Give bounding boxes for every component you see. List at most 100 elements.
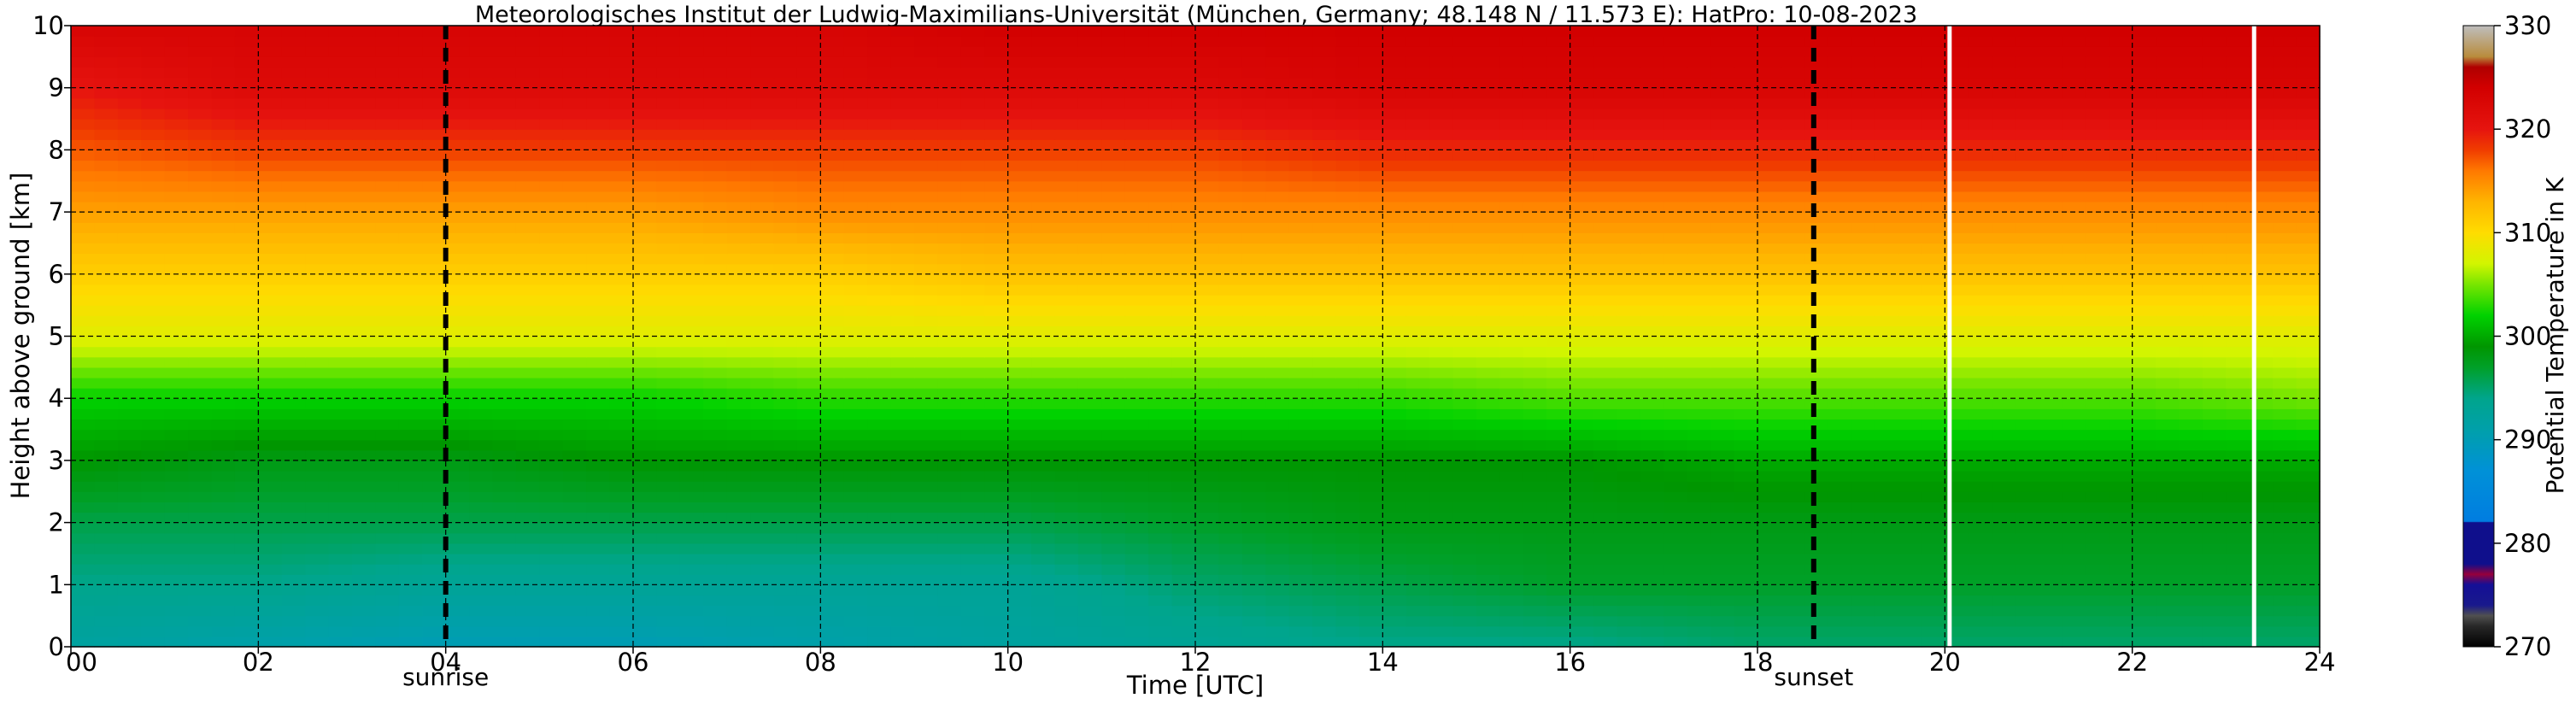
heatmap-cell <box>2179 460 2203 472</box>
heatmap-cell <box>1077 574 1102 585</box>
heatmap-cell <box>1077 595 1102 607</box>
heatmap-cell <box>1195 139 1220 150</box>
heatmap-cell <box>1195 481 1220 492</box>
heatmap-cell <box>679 605 704 617</box>
heatmap-cell <box>422 398 447 409</box>
heatmap-cell <box>398 564 423 575</box>
heatmap-cell <box>1875 388 1899 399</box>
heatmap-cell <box>117 419 142 431</box>
heatmap-cell <box>586 315 611 326</box>
heatmap-cell <box>1312 367 1337 378</box>
heatmap-cell <box>1476 150 1501 161</box>
heatmap-cell <box>1828 346 1852 358</box>
heatmap-cell <box>773 481 798 492</box>
heatmap-cell <box>1382 419 1407 431</box>
heatmap-cell <box>2085 388 2110 399</box>
heatmap-cell <box>117 346 142 358</box>
heatmap-cell <box>94 636 119 648</box>
heatmap-cell <box>1992 108 2016 120</box>
heatmap-cell <box>515 356 540 368</box>
heatmap-cell <box>2132 491 2156 502</box>
heatmap-cell <box>1828 522 1852 534</box>
heatmap-cell <box>1781 636 1805 648</box>
heatmap-cell <box>1921 532 1945 544</box>
heatmap-cell <box>984 160 1009 172</box>
heatmap-cell <box>2273 553 2297 565</box>
heatmap-cell <box>914 615 939 627</box>
heatmap-cell <box>71 222 96 233</box>
heatmap-cell <box>1077 460 1102 472</box>
heatmap-cell <box>281 367 306 378</box>
heatmap-cell <box>1523 584 1547 596</box>
heatmap-cell <box>726 408 751 420</box>
heatmap-cell <box>211 108 236 120</box>
heatmap-cell <box>469 481 494 492</box>
heatmap-cell <box>188 180 213 192</box>
heatmap-cell <box>1218 243 1243 255</box>
heatmap-cell <box>2132 605 2156 617</box>
heatmap-cell <box>1968 139 1992 150</box>
heatmap-cell <box>188 129 213 140</box>
heatmap-cell <box>1875 232 1899 244</box>
heatmap-cell <box>234 336 259 348</box>
heatmap-cell <box>2062 625 2086 637</box>
heatmap-cell <box>71 605 96 617</box>
heatmap-cell <box>539 150 564 161</box>
heatmap-cell <box>375 295 400 306</box>
heatmap-cell <box>1101 460 1126 472</box>
heatmap-cell <box>890 636 915 648</box>
heatmap-cell <box>1031 232 1056 244</box>
heatmap-cell <box>1335 522 1360 534</box>
heatmap-cell <box>328 253 353 265</box>
heatmap-cell <box>328 201 353 213</box>
heatmap-cell <box>890 212 915 223</box>
heatmap-cell <box>937 636 962 648</box>
heatmap-cell <box>1664 388 1688 399</box>
heatmap-cell <box>71 553 96 565</box>
heatmap-cell <box>1687 212 1711 223</box>
heatmap-cell <box>1664 429 1688 441</box>
heatmap-cell <box>71 326 96 337</box>
heatmap-cell <box>867 326 892 337</box>
heatmap-cell <box>492 273 517 285</box>
heatmap-cell <box>1921 222 1945 233</box>
heatmap-cell <box>141 346 166 358</box>
heatmap-cell <box>1570 625 1594 637</box>
heatmap-cell <box>1429 367 1454 378</box>
heatmap-cell <box>1968 398 1992 409</box>
heatmap-cell <box>773 180 798 192</box>
heatmap-cell <box>1124 315 1149 326</box>
heatmap-cell <box>1382 471 1407 482</box>
heatmap-cell <box>1523 481 1547 492</box>
heatmap-cell <box>1734 170 1758 182</box>
heatmap-cell <box>2062 543 2086 554</box>
heatmap-cell <box>1828 460 1852 472</box>
heatmap-cell <box>305 605 330 617</box>
heatmap-cell <box>1358 377 1383 389</box>
heatmap-cell <box>1382 522 1407 534</box>
heatmap-cell <box>328 129 353 140</box>
heatmap-cell <box>1804 305 1828 316</box>
heatmap-cell <box>2015 429 2039 441</box>
heatmap-cell <box>375 367 400 378</box>
heatmap-cell <box>281 263 306 275</box>
heatmap-cell <box>1007 532 1032 544</box>
heatmap-cell <box>492 491 517 502</box>
heatmap-cell <box>1148 212 1173 223</box>
heatmap-cell <box>1499 119 1524 130</box>
heatmap-cell <box>1101 584 1126 596</box>
heatmap-cell <box>1101 170 1126 182</box>
heatmap-cell <box>1804 346 1828 358</box>
heatmap-cell <box>656 532 681 544</box>
heatmap-cell <box>1570 636 1594 648</box>
heatmap-cell <box>586 273 611 285</box>
heatmap-cell <box>117 150 142 161</box>
heatmap-cell <box>117 502 142 513</box>
heatmap-cell <box>820 439 845 451</box>
heatmap-cell <box>1499 625 1524 637</box>
heatmap-cell <box>2109 284 2133 296</box>
heatmap-cell <box>820 212 845 223</box>
heatmap-cell <box>1218 326 1243 337</box>
heatmap-cell <box>1804 377 1828 389</box>
heatmap-cell <box>1734 356 1758 368</box>
